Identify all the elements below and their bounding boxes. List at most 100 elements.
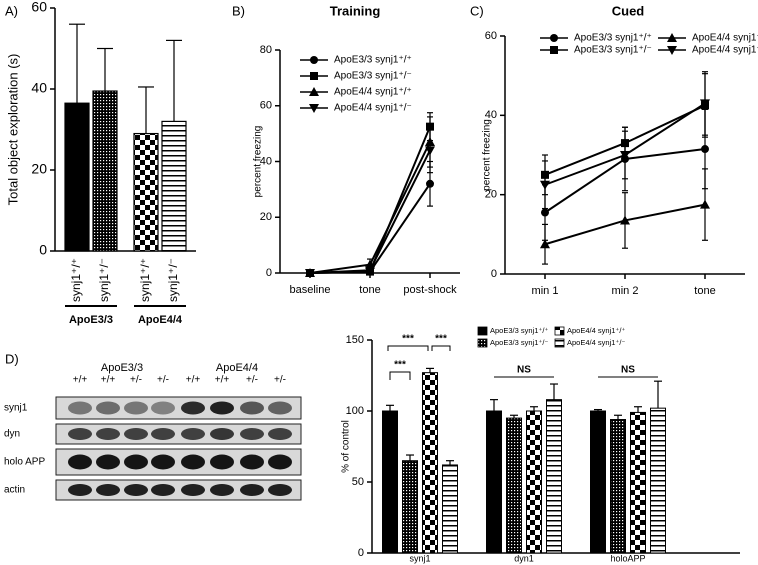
sig-label: *** bbox=[394, 360, 406, 371]
x-tick-label: min 1 bbox=[532, 285, 559, 297]
y-axis-label: Total object exploration (s) bbox=[5, 54, 20, 206]
legend-label: ApoE4/4 synj1⁺/⁺ bbox=[334, 87, 412, 98]
x-tick-label: holoAPP bbox=[610, 553, 645, 563]
bar bbox=[590, 410, 606, 554]
bar bbox=[546, 399, 562, 554]
blot-band bbox=[68, 401, 92, 415]
blot-band bbox=[268, 454, 292, 470]
bar bbox=[422, 372, 438, 554]
marker bbox=[365, 266, 375, 276]
x-tick-label: tone bbox=[694, 285, 715, 297]
marker bbox=[667, 33, 677, 42]
marker bbox=[310, 72, 318, 80]
marker bbox=[305, 269, 315, 278]
blot-strip bbox=[55, 396, 302, 420]
bar bbox=[161, 120, 187, 252]
y-tick-label: 40 bbox=[260, 155, 272, 167]
blot-band bbox=[151, 401, 175, 415]
panel-label: C) bbox=[470, 3, 484, 18]
bar bbox=[133, 132, 159, 252]
marker bbox=[541, 208, 549, 217]
blot-band bbox=[96, 428, 120, 440]
bar bbox=[64, 102, 90, 252]
blot-band bbox=[240, 484, 264, 496]
y-tick-label: 40 bbox=[31, 80, 47, 96]
lane-label: +/+ bbox=[215, 375, 230, 386]
legend-label: ApoE4/4 synj1⁺/⁺ bbox=[567, 326, 625, 335]
bar bbox=[382, 410, 398, 554]
blot-band bbox=[268, 484, 292, 496]
legend-label: ApoE3/3 synj1⁺/⁺ bbox=[490, 326, 548, 335]
marker bbox=[620, 151, 630, 160]
x-tick-label: baseline bbox=[290, 284, 331, 296]
y-tick-label: 0 bbox=[266, 267, 272, 279]
y-tick-label: 0 bbox=[39, 242, 47, 258]
legend-label: ApoE4/4 synj1⁺/⁻ bbox=[334, 103, 412, 114]
marker bbox=[700, 199, 710, 209]
bar bbox=[526, 410, 542, 554]
blot-band bbox=[240, 401, 264, 415]
x-tick-label: post-shock bbox=[403, 284, 457, 296]
lane-label: +/- bbox=[246, 375, 258, 386]
blot-band bbox=[268, 401, 292, 415]
bar bbox=[630, 411, 646, 554]
lane-label: +/+ bbox=[186, 375, 201, 386]
lane-label: +/+ bbox=[101, 375, 116, 386]
lane-label: +/- bbox=[130, 375, 142, 386]
legend-label: ApoE4/4 synj1⁺/⁻ bbox=[692, 45, 758, 56]
sig-label: *** bbox=[435, 334, 447, 345]
blot-band bbox=[181, 428, 205, 440]
legend-label: ApoE3/3 synj1⁺/⁻ bbox=[574, 45, 652, 56]
sig-label: NS bbox=[621, 365, 635, 376]
y-axis-label: percent freezing bbox=[482, 119, 493, 191]
x-tick-label: dyn1 bbox=[514, 553, 534, 563]
blot-band bbox=[181, 454, 205, 470]
blot-band bbox=[181, 484, 205, 496]
bar bbox=[650, 407, 666, 554]
x-tick-label: synj1⁺/⁺ bbox=[69, 258, 83, 302]
marker bbox=[700, 99, 710, 109]
y-tick-label: 60 bbox=[260, 100, 272, 112]
marker bbox=[701, 145, 709, 154]
blot-strip bbox=[55, 448, 302, 476]
blot-band bbox=[96, 401, 120, 415]
blot-band bbox=[151, 484, 175, 496]
sig-bracket bbox=[387, 345, 429, 351]
lane-label: +/+ bbox=[73, 375, 88, 386]
marker bbox=[667, 46, 677, 55]
bar bbox=[486, 410, 502, 554]
legend-label: ApoE3/3 synj1⁺/⁺ bbox=[574, 33, 652, 44]
series-line bbox=[309, 141, 431, 274]
y-tick-label: 150 bbox=[346, 334, 364, 346]
blot-band bbox=[96, 484, 120, 496]
legend-swatch bbox=[477, 326, 488, 336]
blot-group: ApoE4/4 bbox=[216, 362, 258, 374]
x-tick-label: tone bbox=[359, 284, 380, 296]
legend-swatch bbox=[554, 326, 565, 336]
y-tick-label: 60 bbox=[31, 0, 47, 15]
row-label: holo APP bbox=[4, 457, 45, 468]
panel-label: A) bbox=[5, 3, 18, 18]
blot-band bbox=[124, 401, 148, 415]
blot-band bbox=[210, 401, 234, 415]
blot-group: ApoE3/3 bbox=[101, 362, 143, 374]
blot-band bbox=[210, 454, 234, 470]
x-tick-label: synj1⁺/⁻ bbox=[166, 258, 180, 302]
y-tick-label: 0 bbox=[491, 268, 497, 280]
chart-title: Cued bbox=[612, 3, 645, 18]
blot-band bbox=[268, 428, 292, 440]
bar bbox=[610, 419, 626, 554]
y-tick-label: 20 bbox=[31, 161, 47, 177]
legend-label: ApoE4/4 synj1⁺/⁺ bbox=[692, 33, 758, 44]
marker bbox=[620, 215, 630, 225]
sig-bracket bbox=[389, 371, 411, 380]
marker bbox=[540, 239, 550, 249]
y-tick-label: 60 bbox=[485, 30, 497, 42]
x-tick-label: synj1⁺/⁺ bbox=[138, 258, 152, 302]
lane-label: +/- bbox=[157, 375, 169, 386]
legend-label: ApoE3/3 synj1⁺/⁺ bbox=[334, 55, 412, 66]
blot-band bbox=[68, 484, 92, 496]
blot-band bbox=[181, 401, 205, 415]
blot-band bbox=[68, 428, 92, 440]
blot-strip bbox=[55, 423, 302, 445]
